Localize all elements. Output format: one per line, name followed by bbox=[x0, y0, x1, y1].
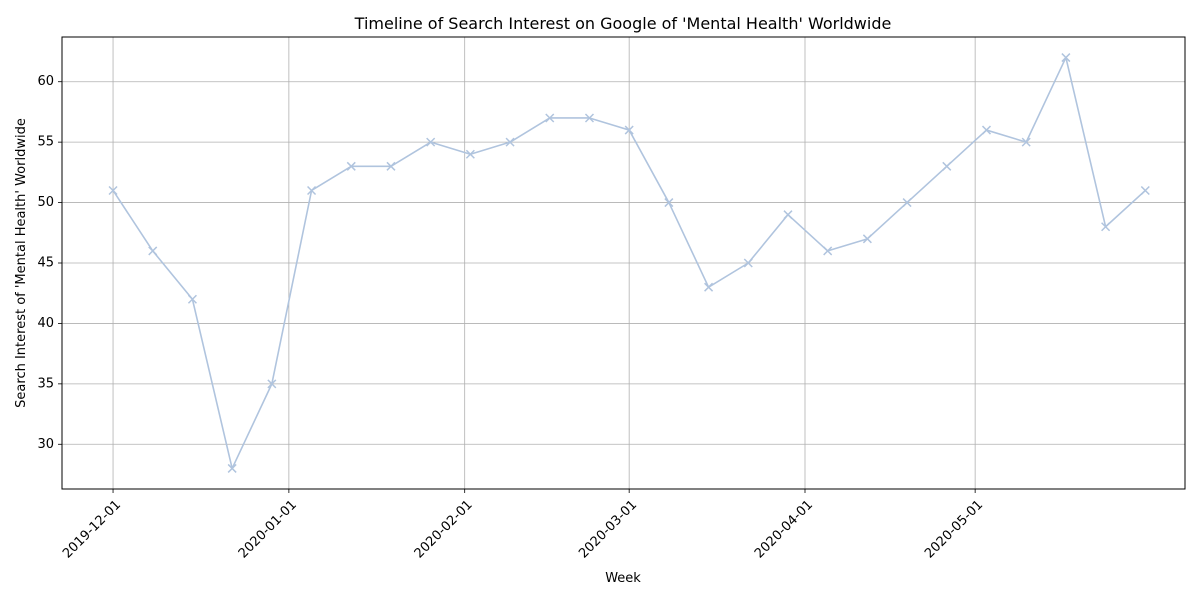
x-tick-label: 2020-02-01 bbox=[412, 497, 476, 561]
y-tick-label: 50 bbox=[37, 195, 54, 210]
x-tick-label: 2020-05-01 bbox=[922, 497, 986, 561]
data-point-marker bbox=[108, 185, 118, 196]
x-tick-label: 2020-03-01 bbox=[576, 497, 640, 561]
y-tick-label: 30 bbox=[37, 437, 54, 452]
data-point-marker bbox=[942, 161, 952, 171]
data-point-marker bbox=[823, 246, 833, 256]
data-point-marker bbox=[346, 161, 356, 171]
y-tick-label: 45 bbox=[37, 256, 54, 271]
data-point-marker bbox=[227, 463, 237, 473]
data-point-marker bbox=[505, 137, 515, 147]
data-point-marker bbox=[148, 246, 158, 256]
data-point-marker bbox=[981, 125, 992, 135]
x-tick-label: 2020-01-01 bbox=[236, 497, 300, 561]
data-point-marker bbox=[584, 113, 595, 123]
data-point-marker bbox=[545, 113, 555, 123]
data-point-marker bbox=[624, 125, 634, 135]
x-axis: 2019-12-01 2020-01-01 2020-02-01 2020-03-01… bbox=[60, 489, 986, 561]
data-point-marker bbox=[862, 234, 872, 244]
data-point-marker bbox=[187, 294, 197, 304]
data-point-marker bbox=[1061, 53, 1071, 63]
data-point-marker bbox=[783, 210, 793, 220]
data-point-marker bbox=[465, 149, 475, 159]
y-axis: 30 35 40 45 50 55 60 bbox=[37, 74, 62, 452]
data-point-marker bbox=[704, 282, 714, 292]
grid bbox=[62, 37, 1185, 489]
y-tick-label: 40 bbox=[37, 316, 54, 331]
series-layer bbox=[108, 53, 1150, 473]
y-axis-label: Search Interest of 'Mental Health' World… bbox=[14, 118, 29, 408]
data-point-marker bbox=[386, 161, 396, 171]
data-point-marker bbox=[267, 379, 277, 389]
y-tick-label: 35 bbox=[37, 376, 54, 391]
chart-title: Timeline of Search Interest on Google of… bbox=[354, 14, 892, 33]
y-tick-label: 55 bbox=[37, 135, 54, 150]
x-axis-label: Week bbox=[605, 571, 641, 586]
data-point-marker bbox=[1101, 222, 1111, 232]
data-point-marker bbox=[307, 185, 317, 196]
data-point-marker bbox=[426, 137, 436, 147]
y-tick-label: 60 bbox=[37, 74, 54, 89]
x-tick-label: 2020-04-01 bbox=[752, 497, 816, 561]
data-point-marker bbox=[1140, 185, 1150, 196]
data-point-marker bbox=[664, 198, 674, 208]
data-point-marker bbox=[902, 198, 912, 208]
data-point-marker bbox=[1021, 137, 1031, 147]
data-point-marker bbox=[743, 258, 753, 268]
x-tick-label: 2019-12-01 bbox=[60, 497, 124, 561]
